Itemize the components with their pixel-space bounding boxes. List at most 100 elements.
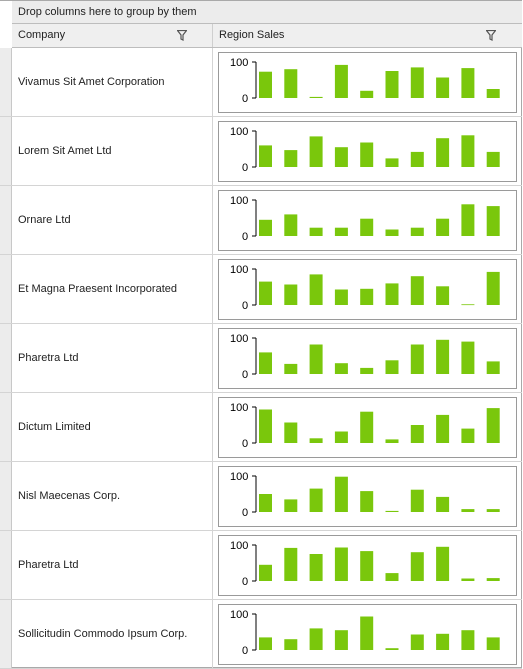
chart-bar bbox=[284, 150, 298, 167]
table-row[interactable]: Ornare Ltd 100 0 bbox=[0, 186, 522, 255]
chart-bar bbox=[309, 227, 323, 236]
company-cell[interactable]: Et Magna Praesent Incorporated bbox=[12, 255, 213, 323]
table-row[interactable]: Lorem Sit Amet Ltd 100 0 bbox=[0, 117, 522, 186]
chart-bar bbox=[334, 476, 348, 512]
region-sales-cell[interactable]: 100 0 bbox=[213, 462, 522, 530]
region-sales-cell[interactable]: 100 0 bbox=[213, 255, 522, 323]
table-row[interactable]: Vivamus Sit Amet Corporation 100 0 bbox=[0, 48, 522, 117]
chart-bar bbox=[259, 219, 272, 236]
row-indicator[interactable] bbox=[0, 255, 12, 323]
chart-bar bbox=[410, 276, 424, 305]
row-indicator[interactable] bbox=[0, 531, 12, 599]
bar-chart: 100 0 bbox=[230, 540, 500, 588]
row-indicator[interactable] bbox=[0, 186, 12, 254]
chart-bar bbox=[385, 229, 399, 236]
row-indicator[interactable] bbox=[0, 324, 12, 392]
region-sales-cell[interactable]: 100 0 bbox=[213, 531, 522, 599]
table-row[interactable]: Pharetra Ltd 100 0 bbox=[0, 531, 522, 600]
company-cell[interactable]: Ornare Ltd bbox=[12, 186, 213, 254]
sparkline-chart: 100 0 bbox=[218, 328, 517, 389]
table-row[interactable]: Dictum Limited 100 0 bbox=[0, 393, 522, 462]
region-sales-cell[interactable]: 100 0 bbox=[213, 393, 522, 461]
company-name: Pharetra Ltd bbox=[18, 352, 79, 364]
chart-bar bbox=[334, 431, 348, 443]
chart-bar bbox=[284, 69, 298, 98]
sparkline-chart: 100 0 bbox=[218, 604, 517, 665]
chart-bar bbox=[259, 637, 272, 650]
table-row[interactable]: Pharetra Ltd 100 0 bbox=[0, 324, 522, 393]
table-row[interactable]: Nisl Maecenas Corp. 100 0 bbox=[0, 462, 522, 531]
filter-icon[interactable] bbox=[486, 30, 496, 41]
row-indicator[interactable] bbox=[0, 48, 12, 116]
y-tick-label: 100 bbox=[230, 333, 248, 345]
chart-bar bbox=[334, 227, 348, 236]
company-name: Lorem Sit Amet Ltd bbox=[18, 145, 112, 157]
sparkline-chart: 100 0 bbox=[218, 121, 517, 182]
chart-bar bbox=[486, 271, 500, 305]
chart-bar bbox=[334, 64, 348, 98]
region-sales-cell[interactable]: 100 0 bbox=[213, 48, 522, 116]
y-tick-label: 100 bbox=[230, 471, 248, 483]
y-tick-label: 100 bbox=[230, 195, 248, 207]
chart-bar bbox=[461, 341, 475, 374]
chart-bar bbox=[309, 136, 323, 167]
filter-icon[interactable] bbox=[177, 30, 187, 41]
company-name: Ornare Ltd bbox=[18, 214, 71, 226]
row-indicator[interactable] bbox=[0, 600, 12, 668]
table-row[interactable]: Et Magna Praesent Incorporated 100 0 bbox=[0, 255, 522, 324]
chart-bar bbox=[486, 206, 500, 236]
column-header-region-sales[interactable]: Region Sales bbox=[213, 24, 522, 47]
company-cell[interactable]: Pharetra Ltd bbox=[12, 531, 213, 599]
chart-bar bbox=[461, 428, 475, 443]
row-indicator[interactable] bbox=[0, 462, 12, 530]
row-indicator[interactable] bbox=[0, 117, 12, 185]
chart-bar bbox=[360, 288, 374, 305]
chart-bar bbox=[486, 637, 500, 650]
row-indicator[interactable] bbox=[0, 393, 12, 461]
table-row[interactable]: Sollicitudin Commodo Ipsum Corp. 100 0 bbox=[0, 600, 522, 669]
y-tick-label: 0 bbox=[242, 93, 248, 105]
chart-bar bbox=[334, 147, 348, 167]
region-sales-cell[interactable]: 100 0 bbox=[213, 600, 522, 668]
y-tick-label: 0 bbox=[242, 438, 248, 450]
chart-bar bbox=[360, 491, 374, 512]
sparkline-chart: 100 0 bbox=[218, 535, 517, 596]
chart-bar bbox=[309, 274, 323, 305]
company-cell[interactable]: Vivamus Sit Amet Corporation bbox=[12, 48, 213, 116]
y-tick-label: 100 bbox=[230, 126, 248, 138]
y-tick-label: 100 bbox=[230, 264, 248, 276]
chart-bar bbox=[360, 411, 374, 443]
column-header-company[interactable]: Company bbox=[12, 24, 213, 47]
company-cell[interactable]: Dictum Limited bbox=[12, 393, 213, 461]
y-tick-label: 100 bbox=[230, 609, 248, 621]
chart-bar bbox=[486, 578, 500, 581]
region-sales-cell[interactable]: 100 0 bbox=[213, 186, 522, 254]
chart-bar bbox=[259, 409, 272, 443]
group-by-panel[interactable]: Drop columns here to group by them bbox=[12, 1, 522, 24]
chart-bar bbox=[360, 551, 374, 581]
column-header-row: Company Region Sales bbox=[12, 24, 522, 48]
chart-bar bbox=[436, 286, 450, 305]
company-name: Pharetra Ltd bbox=[18, 559, 79, 571]
chart-bar bbox=[410, 425, 424, 443]
region-sales-cell[interactable]: 100 0 bbox=[213, 117, 522, 185]
chart-bar bbox=[461, 304, 475, 306]
chart-bar bbox=[259, 71, 272, 98]
chart-bar bbox=[360, 90, 374, 98]
region-sales-cell[interactable]: 100 0 bbox=[213, 324, 522, 392]
chart-bar bbox=[284, 499, 298, 512]
y-tick-label: 100 bbox=[230, 402, 248, 414]
company-cell[interactable]: Lorem Sit Amet Ltd bbox=[12, 117, 213, 185]
company-cell[interactable]: Pharetra Ltd bbox=[12, 324, 213, 392]
company-name: Et Magna Praesent Incorporated bbox=[18, 283, 177, 295]
chart-bar bbox=[410, 151, 424, 167]
chart-bar bbox=[486, 89, 500, 98]
chart-bar bbox=[436, 414, 450, 443]
bar-chart: 100 0 bbox=[230, 471, 500, 519]
company-cell[interactable]: Sollicitudin Commodo Ipsum Corp. bbox=[12, 600, 213, 668]
company-cell[interactable]: Nisl Maecenas Corp. bbox=[12, 462, 213, 530]
chart-bar bbox=[259, 281, 272, 305]
company-name: Nisl Maecenas Corp. bbox=[18, 490, 121, 502]
bar-chart: 100 0 bbox=[230, 57, 500, 105]
